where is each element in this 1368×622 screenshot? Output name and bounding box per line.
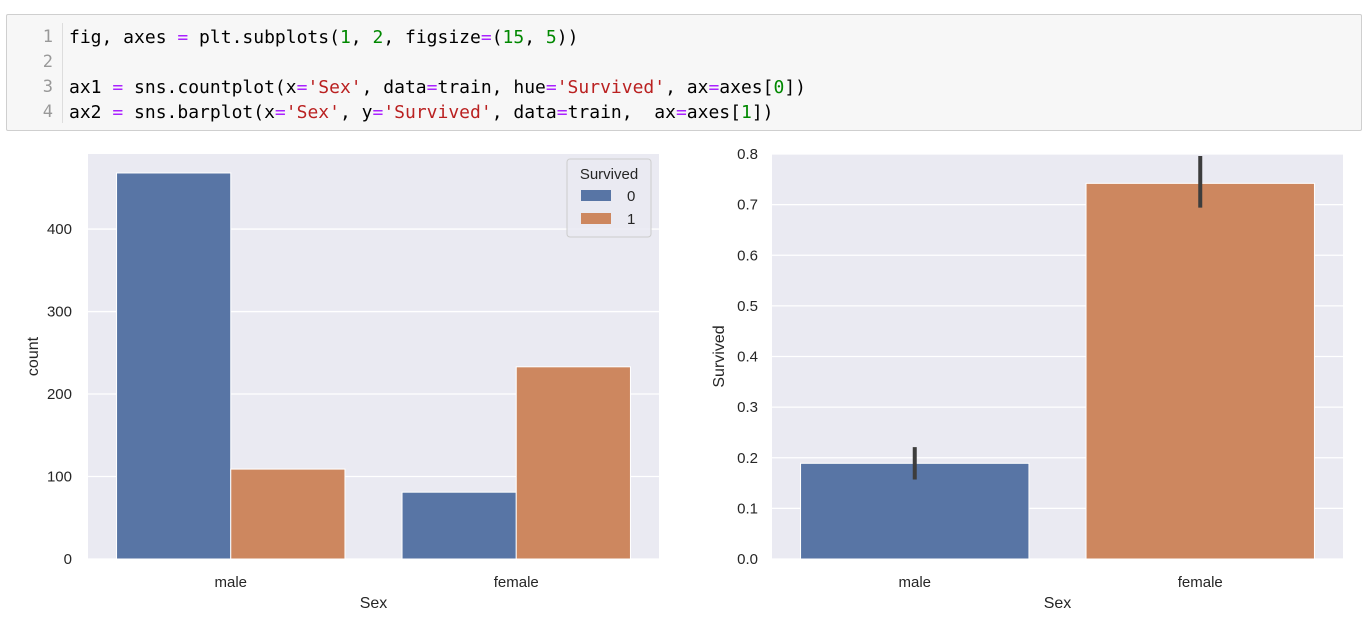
code-editor[interactable]: fig, axes = plt.subplots(1, 2, figsize=(… — [69, 25, 806, 125]
x-tick-label: male — [898, 574, 931, 591]
x-axis-label: Sex — [1044, 595, 1072, 612]
gutter-divider — [62, 23, 63, 123]
legend-label: 1 — [627, 211, 635, 228]
code-line: ax2 = sns.barplot(x='Sex', y='Survived',… — [69, 100, 806, 125]
y-tick-label: 0.3 — [737, 399, 758, 416]
code-token: 0 — [773, 77, 785, 98]
code-token: , data — [361, 77, 427, 98]
code-token: 'Survived' — [383, 102, 492, 123]
code-token: = — [177, 27, 189, 48]
code-token: 'Survived' — [556, 77, 666, 98]
code-line: ax1 = sns.countplot(x='Sex', data=train,… — [69, 75, 806, 100]
bar-female-survived-0 — [401, 491, 517, 560]
code-token: fig, axes — [69, 27, 178, 48]
code-token: axes[ — [719, 77, 774, 98]
line-number: 4 — [42, 102, 53, 122]
code-token: = — [708, 77, 720, 98]
code-token: = — [112, 102, 124, 123]
code-token: = — [372, 102, 384, 123]
y-tick-label: 400 — [47, 221, 72, 238]
bar-male-survived-1 — [230, 468, 346, 560]
code-token: , ax — [665, 77, 709, 98]
legend-title: Survived — [580, 166, 638, 183]
code-line — [69, 50, 806, 75]
y-tick-label: 0.0 — [737, 551, 758, 568]
x-tick-label: male — [214, 574, 247, 591]
line-number: 1 — [42, 27, 53, 47]
code-token: = — [545, 77, 557, 98]
code-token: plt.subplots( — [188, 27, 340, 48]
code-token: , figsize — [383, 27, 481, 48]
code-token: ]) — [784, 77, 807, 98]
y-tick-label: 0.8 — [737, 146, 758, 163]
code-token: train, hue — [437, 77, 546, 98]
code-token: 1 — [339, 27, 351, 48]
bar-male-survived-0 — [116, 172, 232, 560]
plot-output: 0 100 200 300 400 male female Sex count Survived 0… — [0, 140, 1368, 622]
x-tick-label: female — [1178, 574, 1223, 591]
code-line: fig, axes = plt.subplots(1, 2, figsize=(… — [69, 25, 806, 50]
code-token: = — [480, 27, 492, 48]
x-axis-label: Sex — [360, 595, 388, 612]
legend-label: 0 — [627, 188, 635, 205]
code-token: 1 — [740, 102, 752, 123]
code-token: )) — [556, 27, 579, 48]
y-axis-label: Survived — [711, 325, 728, 387]
barplot-chart: 0.0 0.1 0.2 0.3 0.4 0.5 0.6 0.7 0.8 male female Sex… — [711, 146, 1343, 612]
line-numbers: 1 2 3 4 — [7, 25, 59, 125]
code-token: = — [296, 77, 308, 98]
y-tick-label: 0.2 — [737, 450, 758, 467]
code-token: 5 — [545, 27, 557, 48]
code-token: 'Sex' — [307, 77, 362, 98]
code-token: 2 — [372, 27, 384, 48]
y-tick-label: 300 — [47, 304, 72, 321]
countplot-chart: 0 100 200 300 400 male female Sex count Survived 0… — [25, 154, 659, 612]
code-token: 15 — [502, 27, 525, 48]
y-tick-label: 100 — [47, 469, 72, 486]
code-token: train, ax — [567, 102, 676, 123]
y-axis-label: count — [25, 336, 42, 376]
x-tick-label: female — [494, 574, 539, 591]
code-token: ax2 — [69, 102, 113, 123]
code-token: ( — [491, 27, 503, 48]
y-tick-label: 0.5 — [737, 298, 758, 315]
line-number: 3 — [42, 77, 53, 97]
code-token: sns.barplot(x — [123, 102, 275, 123]
code-token: = — [556, 102, 568, 123]
bar-female-survived-1 — [515, 366, 631, 560]
y-tick-label: 0 — [64, 551, 72, 568]
y-tick-label: 0.6 — [737, 247, 758, 264]
code-token: = — [426, 77, 438, 98]
y-tick-label: 0.4 — [737, 349, 758, 366]
code-token: axes[ — [686, 102, 741, 123]
code-token: , — [350, 27, 373, 48]
bar-female — [1085, 182, 1315, 560]
line-number: 2 — [42, 52, 53, 72]
code-token: sns.countplot(x — [123, 77, 297, 98]
y-tick-label: 200 — [47, 386, 72, 403]
legend-swatch-1 — [581, 213, 611, 224]
code-token: = — [274, 102, 286, 123]
y-tick-label: 0.7 — [737, 197, 758, 214]
code-token: , data — [491, 102, 557, 123]
code-token: , — [524, 27, 546, 48]
code-token: = — [675, 102, 687, 123]
code-token: 'Sex' — [285, 102, 340, 123]
legend-swatch-0 — [581, 190, 611, 201]
code-token: ]) — [751, 102, 774, 123]
code-token: = — [112, 77, 124, 98]
code-token: ax1 — [69, 77, 113, 98]
y-tick-label: 0.1 — [737, 500, 758, 517]
code-token: , y — [339, 102, 373, 123]
